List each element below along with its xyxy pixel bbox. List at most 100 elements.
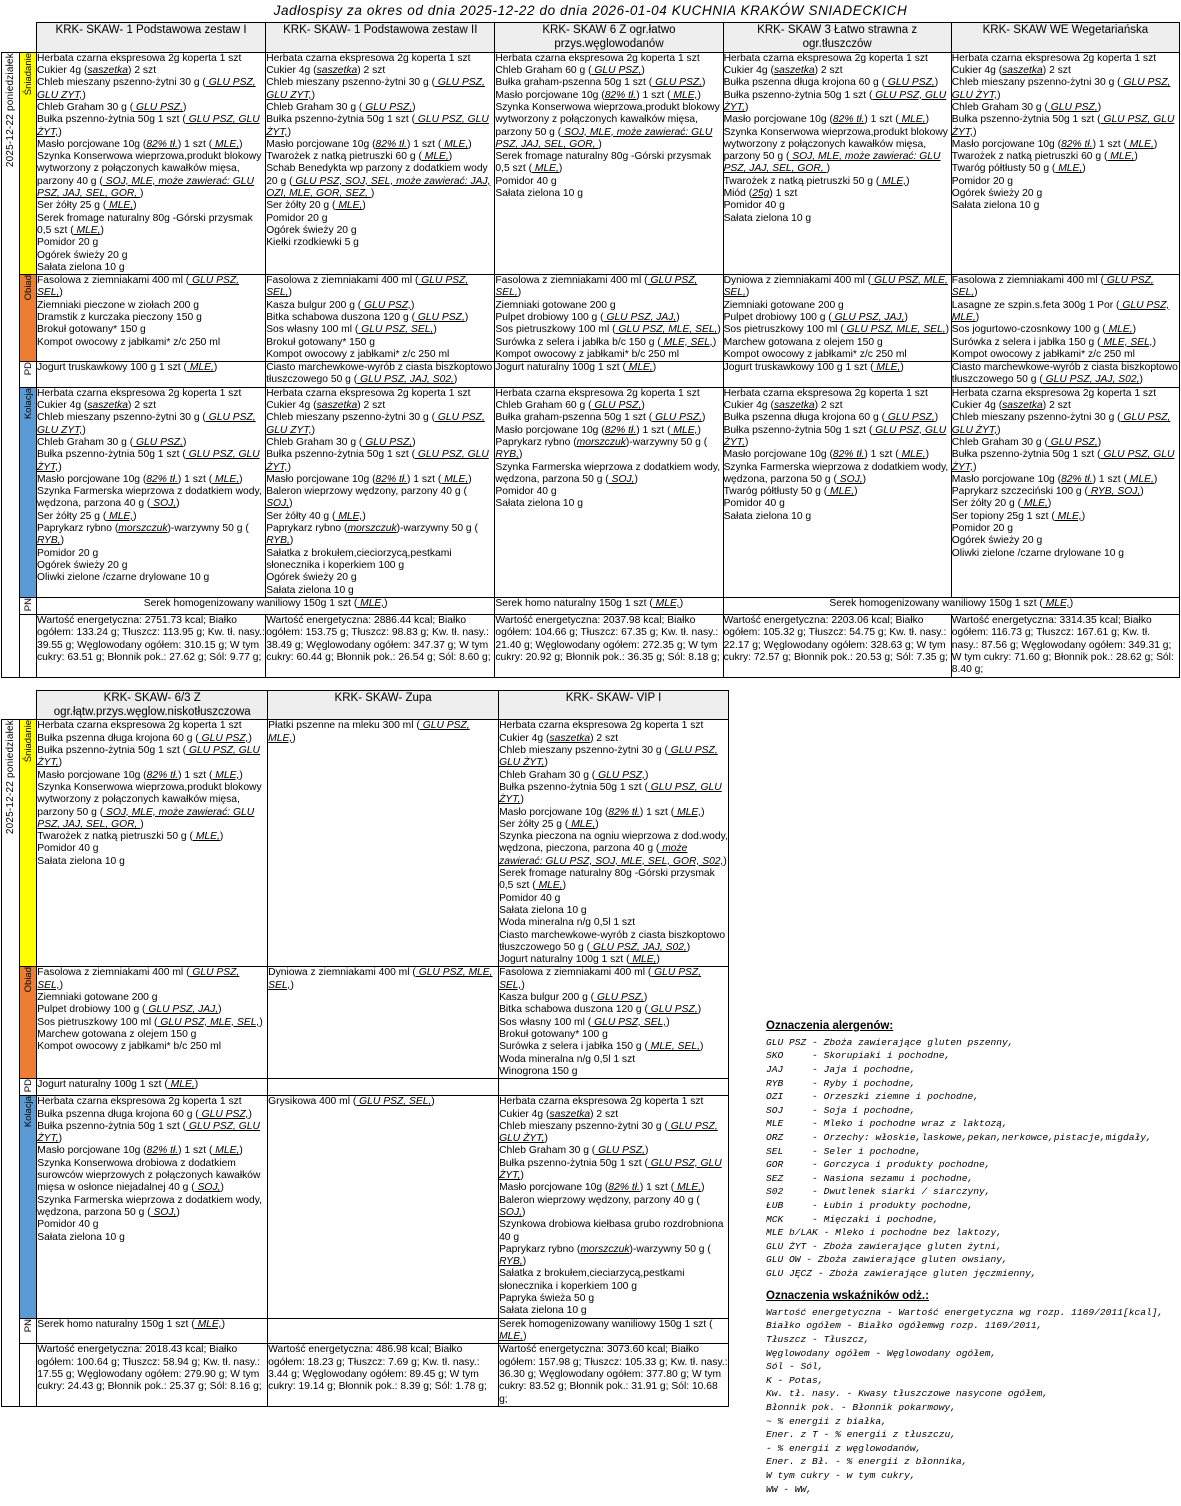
legend-block: Oznaczenia alergenów: GLU PSZ - Zboża za… bbox=[766, 1020, 1163, 1497]
meal-line: Szynka Konserwowa wieprzowa,produkt blok… bbox=[37, 781, 262, 830]
nutrition-cell: Wartość energetyczna: 2886.44 kcal; Biał… bbox=[265, 614, 496, 678]
meal-line: Paprykarz szczeciński 100 g ( RYB, SOJ,) bbox=[951, 486, 1144, 498]
allergen-code: MLE, bbox=[532, 163, 559, 175]
meal-line: Ser żółty 20 g ( MLE,) bbox=[951, 498, 1052, 510]
meal-line: Masło porcjowane 10g (82% tł.) 1 szt ( M… bbox=[37, 1145, 243, 1157]
meal-line: Herbata czarna ekspresowa 2g koperta 1 s… bbox=[37, 387, 242, 399]
meal-line: Serek homogenizowany waniliowy 150g 1 sz… bbox=[499, 1318, 713, 1342]
meal-line: Herbata czarna ekspresowa 2g koperta 1 s… bbox=[499, 720, 704, 732]
allergen-code: GLU PSZ, bbox=[361, 299, 411, 311]
diet-column-header: KRK- SKAW WE Wegetariańska bbox=[950, 22, 1181, 53]
meal-cell: Fasolowa z ziemniakami 400 ml ( GLU PSZ,… bbox=[494, 274, 724, 363]
meal-line: Surówka z selera i jabłka 150 g ( MLE, S… bbox=[499, 1041, 704, 1053]
meal-cell: Fasolowa z ziemniakami 400 ml ( GLU PSZ,… bbox=[498, 966, 729, 1080]
allergen-code: GLU PSZ, bbox=[415, 311, 465, 323]
meal-label-sniadanie: Śniadanie bbox=[19, 51, 37, 276]
meal-cell: Herbata czarna ekspresowa 2g koperta 1 s… bbox=[494, 386, 724, 598]
allergen-code: GLU PSZ, GLU ŻYT, bbox=[499, 745, 718, 769]
indicators-legend-body: Wartość energetyczna - Wartość energetyc… bbox=[766, 1306, 1164, 1495]
allergen-code: MLE, bbox=[421, 151, 449, 163]
meal-line: Jogurt naturalny 100g 1 szt ( MLE,) bbox=[37, 1079, 199, 1091]
allergen-code: MLE, bbox=[674, 806, 702, 818]
meal-cell: Jogurt truskawkowy 100 g 1 szt ( MLE,) bbox=[722, 361, 952, 388]
meal-label-kolacja: Kolacja bbox=[19, 1095, 38, 1319]
meal-line: Chleb mieszany pszenno-żytni 30 g ( GLU … bbox=[266, 412, 485, 436]
meal-line: Surówka z selera i jabłka b/c 150 g ( ML… bbox=[495, 336, 717, 348]
allergen-code: GLU PSZ, JAJ, S02, bbox=[1042, 374, 1140, 386]
meal-line: Herbata czarna ekspresowa 2g koperta 1 s… bbox=[499, 1096, 704, 1108]
meal-line: Ziemniaki gotowane 200 g bbox=[37, 992, 158, 1004]
meal-line: Lasagne ze szpin.s.feta 300g 1 Por ( GLU… bbox=[951, 299, 1170, 323]
meal-line: Pomidor 40 g bbox=[723, 200, 785, 212]
allergen-code: MLE, bbox=[335, 510, 363, 522]
meal-line: Masło porcjowane 10g (82% tł.) 1 szt ( M… bbox=[723, 114, 930, 126]
allergen-code: saszetka bbox=[1002, 65, 1043, 77]
meal-line: Sos jogurtowo-czosnkowy 100 g ( MLE,) bbox=[951, 324, 1137, 336]
allergen-code: GLU PSZ, GLU ŻYT, bbox=[723, 424, 947, 448]
meal-cell: Ciasto marchewkowe-wyrób z ciasta biszko… bbox=[265, 361, 496, 388]
allergen-code: GLU PSZ, bbox=[595, 1145, 646, 1157]
meal-cell: Serek homogenizowany waniliowy 150g 1 sz… bbox=[498, 1317, 729, 1345]
allergen-code: GLU PSZ, GLU ZYT, bbox=[37, 412, 256, 436]
meal-cell: Herbata czarna ekspresowa 2g koperta 1 s… bbox=[35, 51, 267, 276]
row-sniadanie: 2025-12-22 poniedziałek Śniadanie Herbat… bbox=[1, 51, 1181, 678]
allergen-code: GLU PSZ, JAJ, S02, bbox=[590, 941, 687, 953]
allergen-code: GLU PSZ, JAJ, S02, bbox=[357, 374, 454, 386]
allergen-code: GLU PSZ, MLE, SEL, bbox=[843, 324, 946, 336]
allergen-code: GLU PSZ, GLU ZYT, bbox=[37, 77, 256, 101]
meal-line: Woda mineralna n/g 0,5l 1 szt bbox=[499, 917, 636, 929]
allergen-code: MLE, bbox=[73, 224, 101, 236]
meal-line: Sałata zielona 10 g bbox=[951, 200, 1040, 212]
meal-line: Ciasto marchewkowe-wyrób z ciasta biszko… bbox=[951, 362, 1178, 386]
meal-line: Ciasto marchewkowe-wyrób z ciasta biszko… bbox=[499, 929, 726, 953]
meal-line: Paprykarz rybno (morszczuk)-warzywny 50 … bbox=[499, 1243, 711, 1268]
allergen-code: MLE, bbox=[652, 597, 680, 609]
meal-cell: Herbata czarna ekspresowa 2g koperta 1 s… bbox=[265, 386, 496, 598]
meal-line: Chleb Graham 30 g ( GLU PSZ,) bbox=[499, 1145, 649, 1157]
allergen-code: 82% tł. bbox=[608, 806, 640, 818]
meal-line: Sałata zielona 10 g bbox=[723, 510, 812, 522]
meal-line: Pulpet drobiowy 100 g ( GLU PSZ, JAJ,) bbox=[37, 1004, 222, 1016]
meal-line: Sałata zielona 10 g bbox=[37, 855, 125, 867]
nutrition-label bbox=[19, 1343, 38, 1407]
meal-cell: Herbata czarna ekspresowa 2g koperta 1 s… bbox=[722, 386, 952, 598]
meal-line: Kompot owocowy z jabłkami* b/c 250 ml bbox=[37, 1041, 221, 1053]
meal-line: Chleb mieszany pszenno-żytni 30 g ( GLU … bbox=[37, 77, 256, 101]
allergen-code: 82% tł. bbox=[375, 473, 407, 485]
meal-line: Sałatka z brokułem,cieciarzycą,pestkami … bbox=[499, 1268, 685, 1292]
meal-line: Grysikowa 400 ml ( GLU PSZ, SEL,) bbox=[268, 1096, 435, 1108]
allergen-code: GLU PSZ, bbox=[133, 101, 183, 113]
allergen-code: GLU PSZ, bbox=[1047, 101, 1098, 113]
nutrition-cell: Wartość energetyczna: 2037.98 kcal; Biał… bbox=[494, 614, 724, 678]
allergen-code: MLE, bbox=[898, 449, 926, 461]
meal-cell: Herbata czarna ekspresowa 2g koperta 1 s… bbox=[265, 51, 496, 276]
allergen-code: GLU PSZ, bbox=[652, 412, 702, 424]
allergen-code: RYB, bbox=[37, 535, 61, 547]
diet-column-header: KRK- SKAW- 1 Podstawowa zestaw I bbox=[35, 22, 267, 53]
meal-line: Fasolowa z ziemniakami 400 ml ( GLU PSZ,… bbox=[951, 275, 1154, 299]
allergen-code: GLU PSZ, bbox=[652, 77, 702, 89]
meal-line: Pomidor 20 g bbox=[951, 523, 1013, 535]
meal-line: Twaróg półtłusty 50 g ( MLE,) bbox=[723, 486, 858, 498]
allergen-code: MLE, bbox=[441, 473, 469, 485]
meal-cell: Herbata czarna ekspresowa 2g koperta 1 s… bbox=[494, 51, 724, 276]
meal-line: Chleb Graham 60 g ( GLU PSZ,) bbox=[495, 400, 645, 412]
allergen-code: MLE, bbox=[568, 818, 596, 830]
meal-line: Cukier 4g (saszetka) 2 szt bbox=[499, 732, 619, 744]
meal-cell bbox=[267, 1078, 500, 1097]
row-pd: PD Jogurt naturalny 100g 1 szt ( MLE,) bbox=[2, 1078, 729, 1097]
allergen-code: MLE, SEL, bbox=[1100, 336, 1153, 348]
meal-line: Bułka pszenna długa krojona 60 g ( GLU P… bbox=[37, 1108, 252, 1120]
allergen-code: saszetka bbox=[316, 65, 358, 77]
meal-cell: Grysikowa 400 ml ( GLU PSZ, SEL,) bbox=[267, 1095, 500, 1319]
meal-line: Szynka Farmerska wieprzowa z dodatkiem w… bbox=[37, 486, 262, 510]
meal-label-pn: PN bbox=[19, 596, 37, 616]
meal-line: Kompot owocowy z jabłkami* z/c 250 ml bbox=[266, 348, 450, 360]
meal-line: Serek fromage naturalny 80g -Górski przy… bbox=[37, 212, 253, 236]
meal-line: Kompot owocowy z jabłkami* z/c 250 ml bbox=[951, 348, 1135, 360]
allergen-code: GLU PSZ, MLE, SEL, bbox=[615, 324, 718, 336]
allergen-code: MLE, bbox=[1042, 597, 1070, 609]
meal-line: Bułka pszenna długa krojona 60 g ( GLU P… bbox=[723, 412, 939, 424]
meal-line: Chleb mieszany pszenno-żytni 30 g ( GLU … bbox=[37, 412, 256, 436]
meal-cell: Fasolowa z ziemniakami 400 ml ( GLU PSZ,… bbox=[35, 274, 267, 363]
